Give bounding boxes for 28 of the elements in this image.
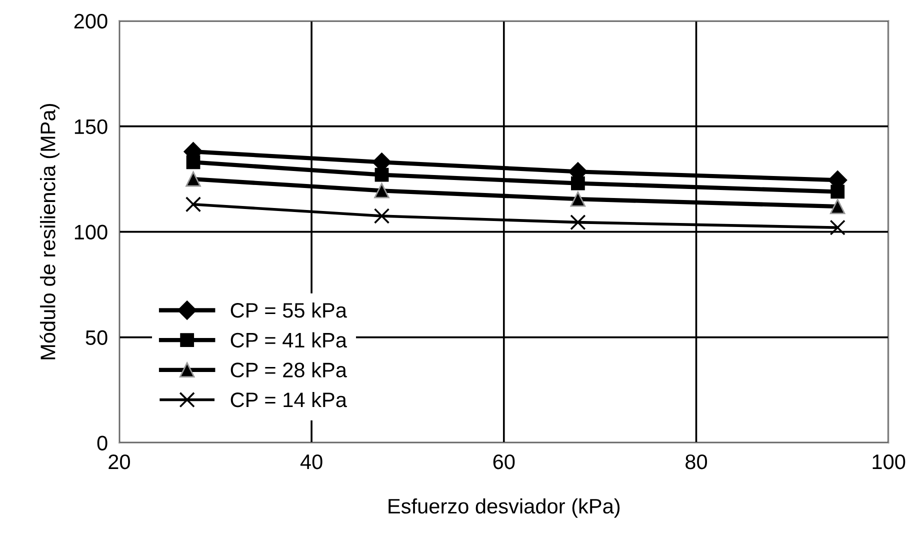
x-tick-label: 80 [686,454,708,470]
x-tick-label: 20 [108,454,130,470]
y-tick-label: 100 [74,224,108,240]
y-tick-label: 150 [74,119,108,134]
point [570,191,586,207]
point [570,214,586,230]
point [830,198,846,214]
y-tick-label: 50 [86,330,108,346]
point [571,176,585,190]
y-tick-label: 0 [97,436,108,451]
point [830,220,846,236]
legend-label: CP = 14 kPa [230,392,347,408]
point [374,208,390,224]
point [186,155,200,170]
point [830,184,845,199]
x-tick-label: 100 [872,454,906,470]
point [186,171,201,187]
y-axis-title: Módulo de resiliencia (MPa) [40,104,60,360]
point [374,168,389,182]
y-tick-label: 200 [74,14,108,29]
legend-label: CP = 55 kPa [230,302,347,318]
point [185,196,202,212]
x-tick-label: 40 [300,454,322,470]
point [374,183,390,198]
legend-label: CP = 41 kPa [230,332,347,348]
x-axis-title: Esfuerzo desviador (kPa) [388,498,620,518]
legend-label: CP = 28 kPa [230,362,347,378]
x-tick-label: 60 [493,454,515,470]
